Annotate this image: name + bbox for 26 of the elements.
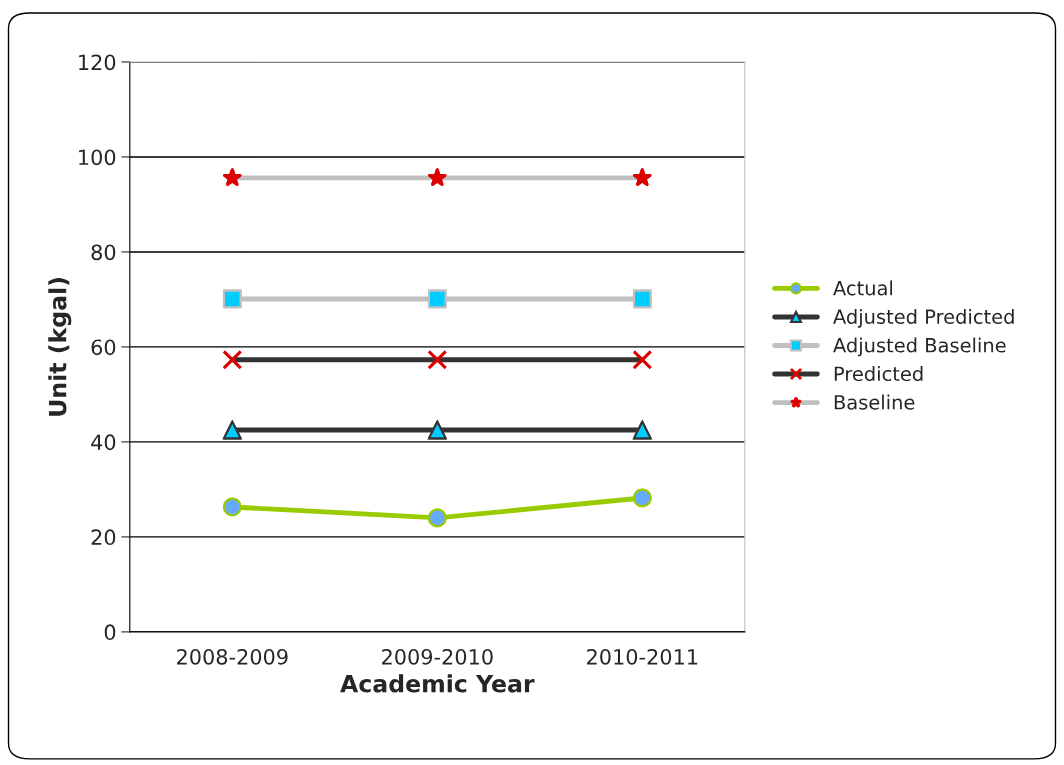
point [427,289,447,309]
y-axis-title: Unit (kgal) [48,278,72,416]
y-tick-label: 40 [91,434,116,451]
point [427,350,448,370]
y-tick-label: 120 [79,54,116,71]
legend-label: Predicted [834,366,923,382]
legend-label: Adjusted Baseline [833,337,1006,357]
y-tick-label: 100 [79,149,116,166]
legend-label: Baseline [834,394,915,410]
point [222,420,242,440]
point [222,350,243,370]
y-tick-label: 60 [91,339,116,356]
legend-label: Adjusted Predicted [833,308,1014,328]
x-tick-label: 2010-2011 [587,648,698,665]
point [632,350,653,370]
point [632,420,652,440]
x-tick-label: 2009-2010 [382,648,493,665]
point [632,289,652,309]
y-tick-label: 20 [91,529,116,546]
legend-label: Actual [833,280,893,296]
y-tick-label: 80 [91,244,116,261]
point [427,420,447,440]
x-tick-label: 2008-2009 [177,648,288,665]
x-axis-title: Academic Year [340,674,535,693]
point [222,289,242,309]
y-tick-label: 0 [104,624,116,641]
